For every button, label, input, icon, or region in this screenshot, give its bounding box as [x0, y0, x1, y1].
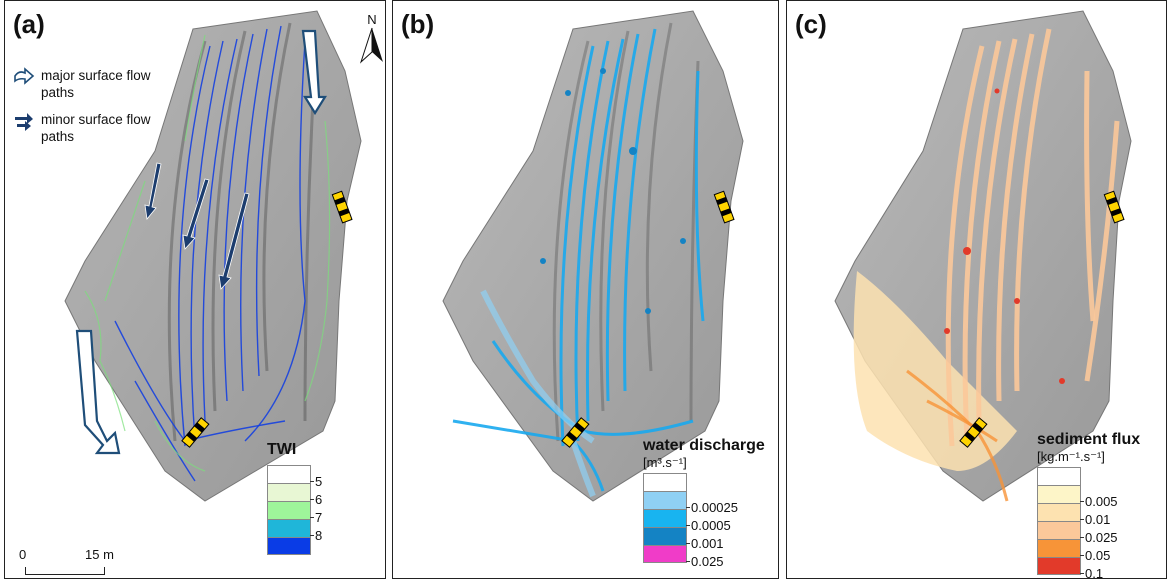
legend-class: 8 [267, 519, 322, 543]
legend-title: TWI [267, 441, 297, 458]
legend-swatch [267, 483, 311, 501]
legend-class: 0.005 [1037, 485, 1140, 509]
panel-label: (c) [795, 9, 827, 39]
sediment-flux-legend: sediment flux [kg.m⁻¹.s⁻¹] 0.005 0.01 0.02… [1037, 431, 1141, 578]
legend-class: 0.1 [1037, 557, 1140, 578]
legend-class-label: 0.025 [1080, 530, 1118, 545]
legend-class-label: 0.05 [1079, 548, 1111, 563]
legend-swatch [643, 491, 687, 509]
legend-swatch [1037, 539, 1081, 557]
legend-class [643, 473, 765, 491]
legend-class: 0.025 [1037, 521, 1140, 545]
culvert-marker [959, 417, 988, 448]
legend-class: 0.0005 [643, 509, 765, 533]
legend-title: sediment flux [1037, 431, 1141, 448]
minor-flow-arrow [144, 162, 162, 220]
legend-swatch [643, 545, 687, 563]
legend-class-label: 0.001 [686, 536, 724, 551]
legend-swatch [1037, 503, 1081, 521]
legend-class: 0.00025 [643, 491, 765, 515]
major-flow-arrow [75, 329, 121, 455]
legend-classes: 0.005 0.01 0.025 0.05 0.1 [1037, 467, 1140, 578]
legend-swatch [1037, 467, 1081, 485]
legend-class [267, 537, 311, 555]
panel-label: (a) [13, 9, 45, 39]
legend-class [1037, 467, 1140, 485]
legend-class: 7 [267, 501, 322, 525]
culvert-marker [1103, 190, 1125, 224]
culvert-marker [561, 417, 590, 448]
legend-swatch [1037, 521, 1081, 539]
legend-class-label: 0.00025 [686, 500, 738, 515]
legend-swatch [643, 473, 687, 491]
legend-swatch [267, 465, 311, 483]
legend-class-label: 0.01 [1079, 512, 1111, 527]
flow-legend: major surface flow paths minor surface f… [13, 67, 171, 155]
water-discharge-legend: water discharge [m³.s⁻¹] 0.00025 0.0005 0.… [643, 437, 765, 569]
flow-legend-major: major surface flow paths [13, 67, 171, 101]
minor-flow-label: minor surface flow paths [41, 112, 151, 144]
legend-class-label: 0.1 [1079, 566, 1104, 579]
legend-swatch [267, 519, 311, 537]
legend-class: 5 [267, 465, 322, 489]
north-label: N [367, 12, 377, 27]
minor-flow-arrows [144, 162, 250, 290]
legend-swatch [267, 537, 311, 555]
panel-c-sediment-flux-map: (c) sediment flux [kg.m⁻¹.s⁻¹] 0.005 0.01… [786, 0, 1167, 579]
terrain-map-a [64, 10, 362, 502]
legend-class: 0.05 [1037, 539, 1140, 563]
legend-class: 6 [267, 483, 322, 507]
legend-swatch [267, 501, 311, 519]
panel-label: (b) [401, 9, 435, 39]
flow-legend-minor: minor surface flow paths [13, 111, 171, 145]
legend-class-label: 0.005 [1080, 494, 1118, 509]
major-flow-arrows [75, 29, 327, 455]
legend-unit: [kg.m⁻¹.s⁻¹] [1037, 449, 1105, 464]
twi-legend: TWI 5 6 7 8 [267, 441, 322, 555]
culvert-marker [331, 190, 353, 224]
north-arrow-icon [359, 27, 383, 64]
legend-class-label: 6 [309, 492, 323, 507]
scale-end: 15 m [85, 547, 114, 562]
legend-class-label: 7 [309, 510, 323, 525]
minor-flow-arrow [182, 178, 210, 250]
major-flow-label: major surface flow paths [41, 68, 151, 100]
scale-start: 0 [19, 547, 27, 562]
legend-swatch [643, 527, 687, 545]
legend-swatch [643, 509, 687, 527]
legend-class-label: 8 [309, 528, 323, 543]
legend-class: 0.001 [643, 527, 765, 551]
legend-class: 0.025 [643, 545, 765, 569]
minor-flow-icon [15, 113, 33, 131]
legend-classes: 0.00025 0.0005 0.001 0.025 [643, 473, 765, 569]
culvert-marker [181, 417, 210, 448]
terrain-map-b [442, 10, 744, 502]
legend-class-label: 0.0005 [686, 518, 731, 533]
legend-class-label: 0.025 [686, 554, 724, 569]
legend-class: 0.01 [1037, 503, 1140, 527]
panel-b-water-discharge-map: (b) water discharge [m³.s⁻¹] 0.00025 0.00… [392, 0, 779, 579]
legend-swatch [1037, 557, 1081, 575]
minor-flow-arrow [218, 192, 250, 290]
culvert-marker [713, 190, 735, 224]
legend-unit: [m³.s⁻¹] [643, 455, 687, 470]
legend-class-label: 5 [309, 474, 323, 489]
scale-bar-line [25, 567, 105, 575]
legend-classes: 5 6 7 8 [267, 465, 322, 555]
site-outline [64, 10, 362, 502]
major-flow-icon [14, 67, 35, 85]
north-arrow: N [359, 13, 385, 71]
panel-a-twi-map: (a) N major surface flow paths minor sur… [4, 0, 386, 579]
legend-swatch [1037, 485, 1081, 503]
major-flow-arrow [301, 29, 327, 116]
terrain-map-c [834, 10, 1132, 502]
legend-title: water discharge [643, 437, 765, 454]
